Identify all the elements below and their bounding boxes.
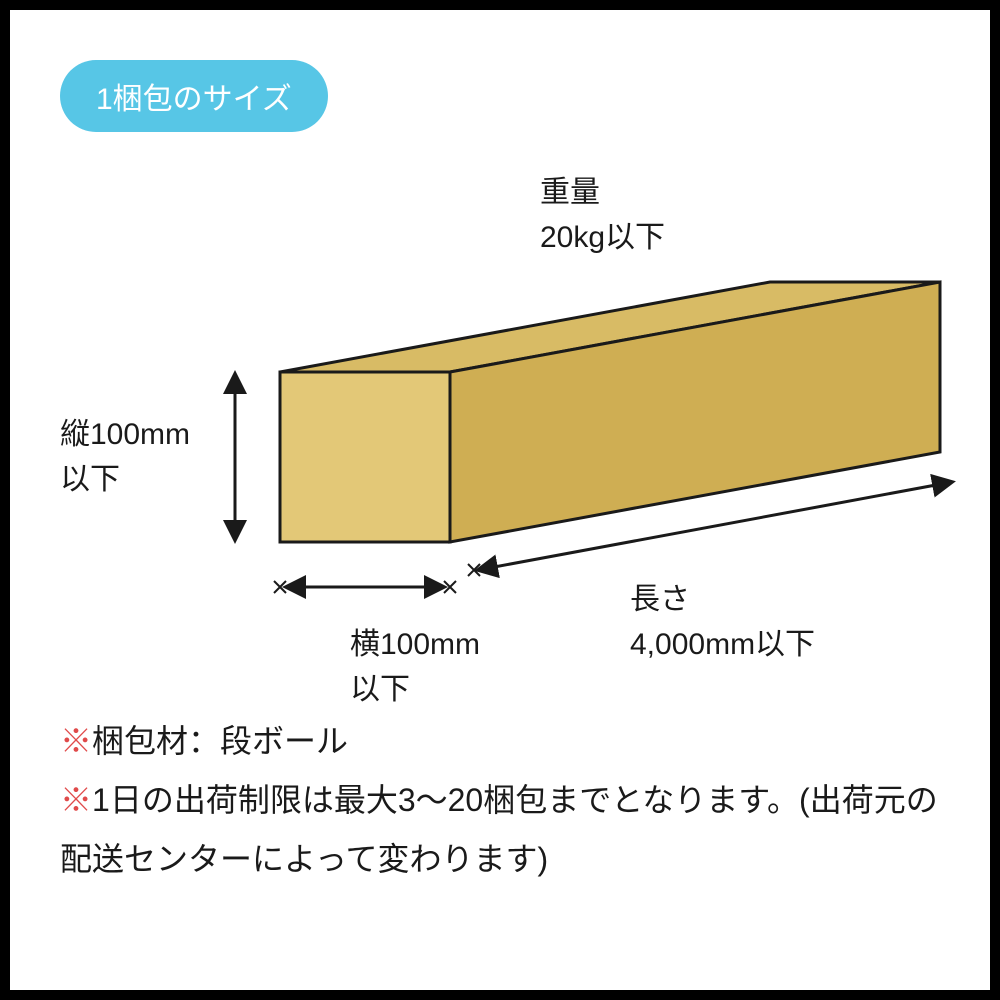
weight-label-line2: 20kg以下	[540, 215, 665, 260]
length-label-line2: 4,000mm以下	[630, 622, 815, 667]
box-front-face	[280, 372, 450, 542]
length-label-line1: 長さ	[630, 577, 815, 622]
title-badge: 1梱包のサイズ	[60, 60, 328, 132]
note-text-2: 1日の出荷制限は最大3～20梱包までとなります。(出荷元の配送センターによって変…	[60, 782, 938, 877]
height-label: 縦100mm 以下	[60, 412, 190, 502]
title-badge-text: 1梱包のサイズ	[96, 83, 292, 116]
diagram-area: 重量 20kg以下 縦100mm 以下 横100mm 以下 長さ 4,000mm…	[60, 152, 940, 712]
width-label-line2: 以下	[350, 667, 480, 712]
weight-label-line1: 重量	[540, 170, 665, 215]
width-label-line1: 横100mm	[350, 622, 480, 667]
width-tick-right	[444, 581, 456, 593]
weight-label: 重量 20kg以下	[540, 170, 665, 260]
note-text-1: 梱包材：段ボール	[92, 723, 348, 759]
width-label: 横100mm 以下	[350, 622, 480, 712]
notes-block: ※梱包材：段ボール ※1日の出荷制限は最大3～20梱包までとなります。(出荷元の…	[60, 712, 940, 890]
height-label-line2: 以下	[60, 457, 190, 502]
note-line-1: ※梱包材：段ボール	[60, 712, 940, 771]
width-tick-left	[274, 581, 286, 593]
note-asterisk-2: ※	[60, 782, 92, 818]
infographic-frame: 1梱包のサイズ	[0, 0, 1000, 1000]
height-label-line1: 縦100mm	[60, 412, 190, 457]
note-asterisk-1: ※	[60, 723, 92, 759]
box-diagram-svg	[60, 152, 960, 712]
note-line-2: ※1日の出荷制限は最大3～20梱包までとなります。(出荷元の配送センターによって…	[60, 771, 940, 889]
length-label: 長さ 4,000mm以下	[630, 577, 815, 667]
